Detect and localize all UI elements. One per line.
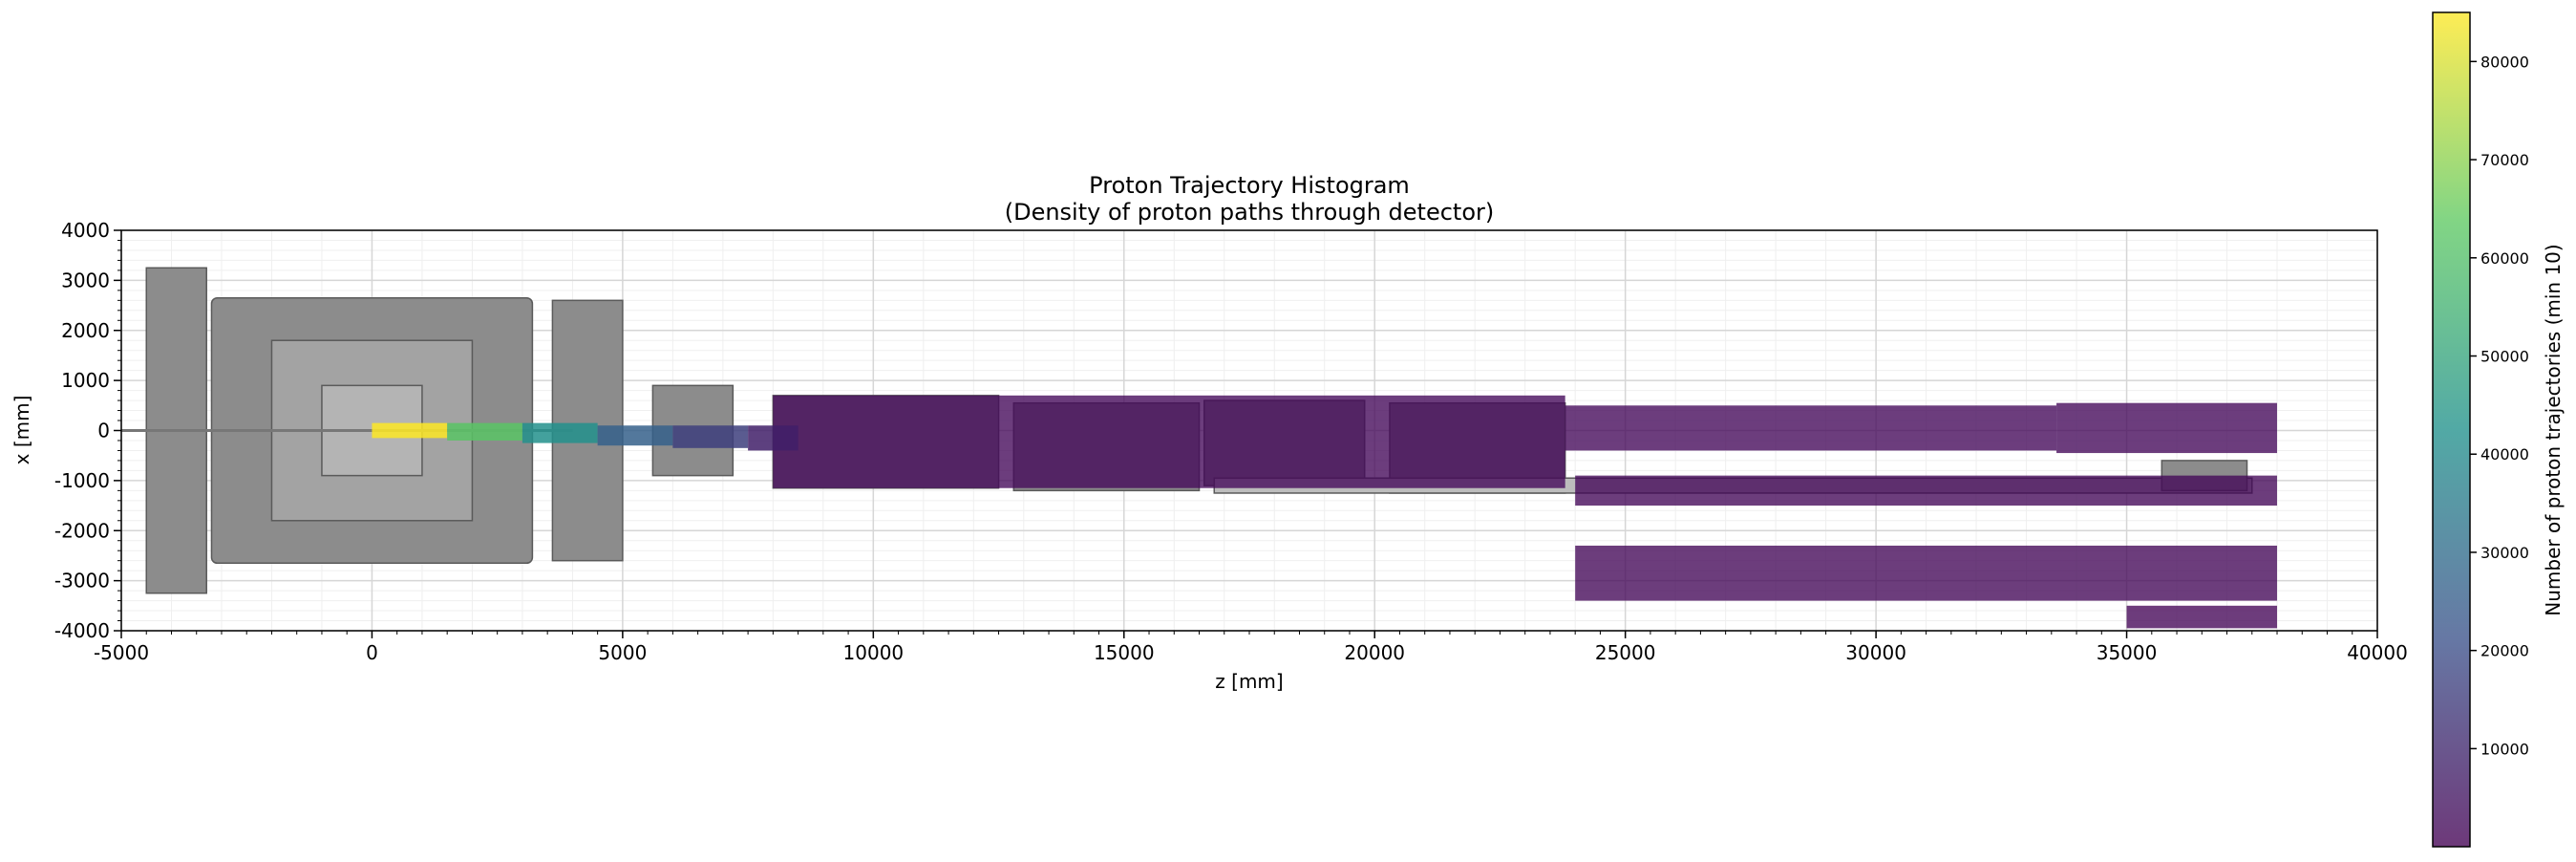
density-band <box>773 395 1565 488</box>
colorbar-tick-label: 50000 <box>2480 348 2529 366</box>
colorbar-tick-label: 80000 <box>2480 53 2529 71</box>
x-tick-label: 30000 <box>1845 641 1906 664</box>
x-axis-ticks: -5000 0 5000 10000 15000 20000 25000 30000 35000… <box>94 631 2408 664</box>
x-tick-label: 5000 <box>598 641 647 664</box>
chart-title: Proton Trajectory Histogram <box>1089 172 1410 199</box>
x-tick-label: 15000 <box>1094 641 1155 664</box>
chart-subtitle: (Density of proton paths through detecto… <box>1005 199 1495 226</box>
beam-core <box>372 422 798 451</box>
colorbar-tick-label: 30000 <box>2480 544 2529 562</box>
y-tick-label: -4000 <box>54 619 110 642</box>
beam-core-segment <box>597 425 673 446</box>
beam-core-segment <box>748 425 798 451</box>
beam-core-segment <box>372 422 448 439</box>
y-tick-label: -1000 <box>54 469 110 492</box>
colorbar-tick-label: 20000 <box>2480 642 2529 660</box>
density-band <box>1575 545 2278 601</box>
density-band <box>2056 402 2278 454</box>
colorbar <box>2432 11 2471 848</box>
y-tick-label: -2000 <box>54 519 110 542</box>
y-tick-label: -3000 <box>54 570 110 593</box>
y-tick-label: 4000 <box>61 219 110 242</box>
y-axis-label: x [mm] <box>11 396 33 465</box>
x-axis-label: z [mm] <box>1215 670 1283 693</box>
colorbar-ticks: 10000 20000 30000 40000 50000 60000 70000 80000 <box>2470 53 2529 758</box>
colorbar-label: Number of proton trajectories (min 10) <box>2542 244 2565 615</box>
colorbar-tick-label: 40000 <box>2480 445 2529 463</box>
x-tick-label: 0 <box>366 641 378 664</box>
beam-core-segment <box>522 422 598 443</box>
x-tick-label: 40000 <box>2347 641 2408 664</box>
density-band <box>2126 605 2278 629</box>
density-band <box>1565 405 2057 451</box>
colorbar-tick-label: 70000 <box>2480 151 2529 169</box>
y-axis-ticks: -4000 -3000 -2000 -1000 0 1000 2000 3000 4000 <box>54 219 121 642</box>
density-band <box>1575 475 2278 506</box>
x-tick-label: -5000 <box>94 641 149 664</box>
colorbar-tick-label: 10000 <box>2480 740 2529 758</box>
y-tick-label: 2000 <box>61 319 110 342</box>
y-tick-label: 0 <box>97 420 110 442</box>
x-tick-label: 20000 <box>1344 641 1405 664</box>
trajectory-density <box>773 395 2278 629</box>
x-tick-label: 10000 <box>843 641 905 664</box>
y-tick-label: 1000 <box>61 369 110 392</box>
y-tick-label: 3000 <box>61 269 110 291</box>
beam-core-segment <box>447 422 522 441</box>
beam-core-segment <box>672 425 749 448</box>
colorbar-tick-label: 60000 <box>2480 249 2529 268</box>
x-tick-label: 25000 <box>1595 641 1656 664</box>
x-tick-label: 35000 <box>2097 641 2158 664</box>
